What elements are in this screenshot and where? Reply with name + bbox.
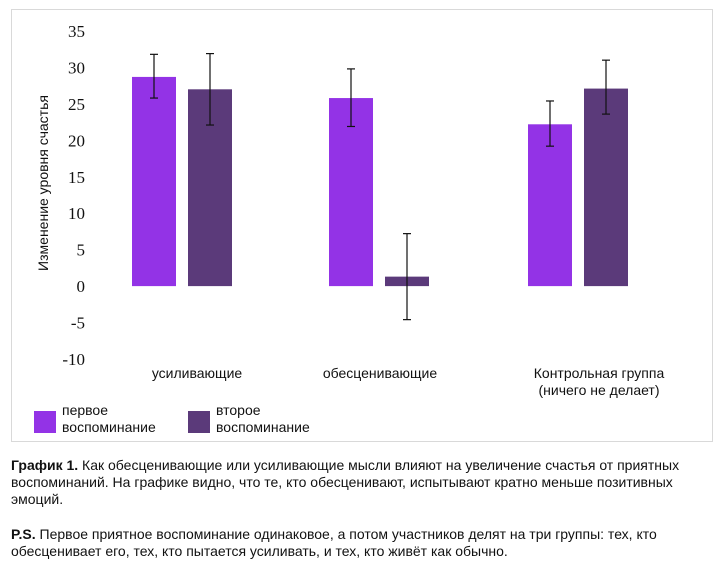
y-tick-label: 25: [68, 95, 85, 114]
x-category-label-line: Контрольная группа: [534, 365, 665, 381]
x-category-label-line: (ничего не делает): [538, 382, 659, 398]
caption-label: График 1.: [11, 457, 79, 473]
y-tick-label: 0: [77, 277, 86, 296]
x-category-label: обесценивающие: [323, 365, 438, 381]
legend-swatch: [34, 411, 56, 433]
y-tick-label: 15: [68, 168, 85, 187]
y-tick-label: -10: [62, 350, 85, 369]
caption-text: Как обесценивающие или усиливающие мысли…: [11, 457, 680, 507]
bar-chart: -10 -5 0 5 10 15 20 25 30 35 Изменение уровня счас…: [34, 22, 665, 435]
y-tick-label: 5: [77, 241, 86, 260]
ps-label: P.S.: [11, 526, 36, 542]
legend-label: первое воспоминание: [62, 402, 156, 435]
y-tick-label: 30: [68, 58, 85, 77]
x-category-label-line: усиливающие: [152, 365, 243, 381]
legend-label-line: воспоминание: [62, 419, 156, 435]
bar: [528, 124, 572, 287]
y-axis-label: Изменение уровня счастья: [35, 95, 51, 271]
y-tick-label: 35: [68, 22, 85, 41]
x-category-label: Контрольная группа (ничего не делает): [534, 365, 665, 398]
y-tick-label: 20: [68, 131, 85, 150]
x-category-label-line: обесценивающие: [323, 365, 438, 381]
y-tick-label: -5: [71, 314, 85, 333]
bar: [584, 88, 628, 287]
legend-label-line: воспоминание: [216, 419, 310, 435]
x-category-label: усиливающие: [152, 365, 243, 381]
legend-swatch: [188, 411, 210, 433]
legend-label-line: первое: [62, 402, 108, 418]
y-tick-label: 10: [68, 204, 85, 223]
chart-frame: -10 -5 0 5 10 15 20 25 30 35 Изменение уровня счас…: [11, 9, 713, 442]
bar: [132, 76, 176, 287]
legend-label-line: второе: [216, 402, 261, 418]
bar: [329, 98, 373, 287]
postscript-note: P.S. Первое приятное воспоминание одинак…: [11, 526, 711, 560]
legend-label: второе воспоминание: [216, 402, 310, 435]
ps-text: Первое приятное воспоминание одинаковое,…: [11, 526, 657, 559]
chart-caption: График 1. Как обесценивающие или усилива…: [11, 457, 711, 508]
